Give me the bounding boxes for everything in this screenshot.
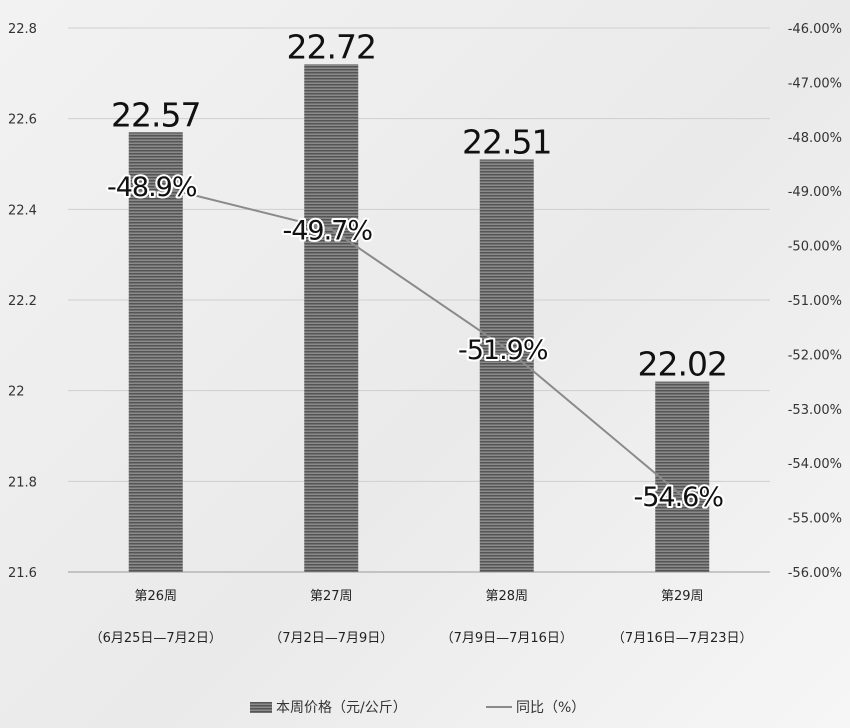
yoy-value-label: -51.9% [458,335,548,366]
yoy-value-label: -48.9% [107,172,197,203]
y-tick-label: 22 [8,385,25,400]
category-label: 第26周 [134,589,177,604]
yoy-point [329,227,333,231]
category-label: 第28周 [485,589,528,604]
y2-tick-label: -52.00% [788,348,842,363]
y2-tick-label: -56.00% [788,566,842,581]
y2-tick-label: -46.00% [788,22,842,37]
y2-tick-label: -49.00% [788,185,842,200]
category-date-range: （6月25日—7月2日） [90,631,222,646]
bar-value-label: 22.02 [638,345,727,384]
y2-tick-label: -55.00% [788,512,842,527]
y-tick-label: 21.8 [8,475,37,490]
y2-tick-label: -50.00% [788,240,842,255]
legend-bar-swatch [250,702,272,713]
yoy-point [680,494,684,498]
category-labels: 第26周 （6月25日—7月2日） 第27周 （7月2日—7月9日） 第28周 （7月9日… [90,589,753,646]
bar-series [128,64,710,573]
yoy-point [154,184,158,188]
left-axis-ticks: 22.8 22.6 22.4 22.2 22 21.8 21.6 [8,22,37,581]
line-series [154,184,684,498]
y-tick-label: 22.8 [8,22,37,37]
y2-tick-label: -51.00% [788,294,842,309]
bar-value-label: 22.51 [462,122,551,161]
category-label: 第29周 [661,589,704,604]
line-value-labels: -48.9% -49.7% -51.9% -54.6% [105,170,726,515]
y2-tick-label: -48.00% [788,131,842,146]
legend-bar-label: 本周价格（元/公斤） [276,700,407,716]
legend: 本周价格（元/公斤） 同比（%） [250,700,585,716]
bar-value-labels: 22.57 22.72 22.51 22.02 [111,27,728,384]
y2-tick-label: -47.00% [788,76,842,91]
y2-tick-label: -54.00% [788,457,842,472]
category-date-range: （7月9日—7月16日） [441,631,573,646]
bar-value-label: 22.72 [287,27,376,66]
bar [304,64,359,573]
y-tick-label: 21.6 [8,566,37,581]
y-tick-label: 22.2 [8,294,37,309]
bar-value-label: 22.57 [111,95,200,134]
yoy-line [155,184,683,497]
category-date-range: （7月16日—7月23日） [612,631,753,646]
yoy-value-label: -54.6% [633,482,723,513]
yoy-value-label: -49.7% [282,215,372,246]
bar [128,132,183,572]
right-axis-ticks: -46.00% -47.00% -48.00% -49.00% -50.00% -51.0… [788,22,842,581]
category-label: 第27周 [310,589,353,604]
y-tick-label: 22.6 [8,113,37,128]
legend-line-label: 同比（%） [516,700,585,716]
category-date-range: （7月2日—7月9日） [269,631,393,646]
y2-tick-label: -53.00% [788,403,842,418]
yoy-point [505,347,509,351]
gridlines [68,27,770,573]
bar [655,381,710,572]
y-tick-label: 22.4 [8,203,37,218]
bar [479,159,534,572]
